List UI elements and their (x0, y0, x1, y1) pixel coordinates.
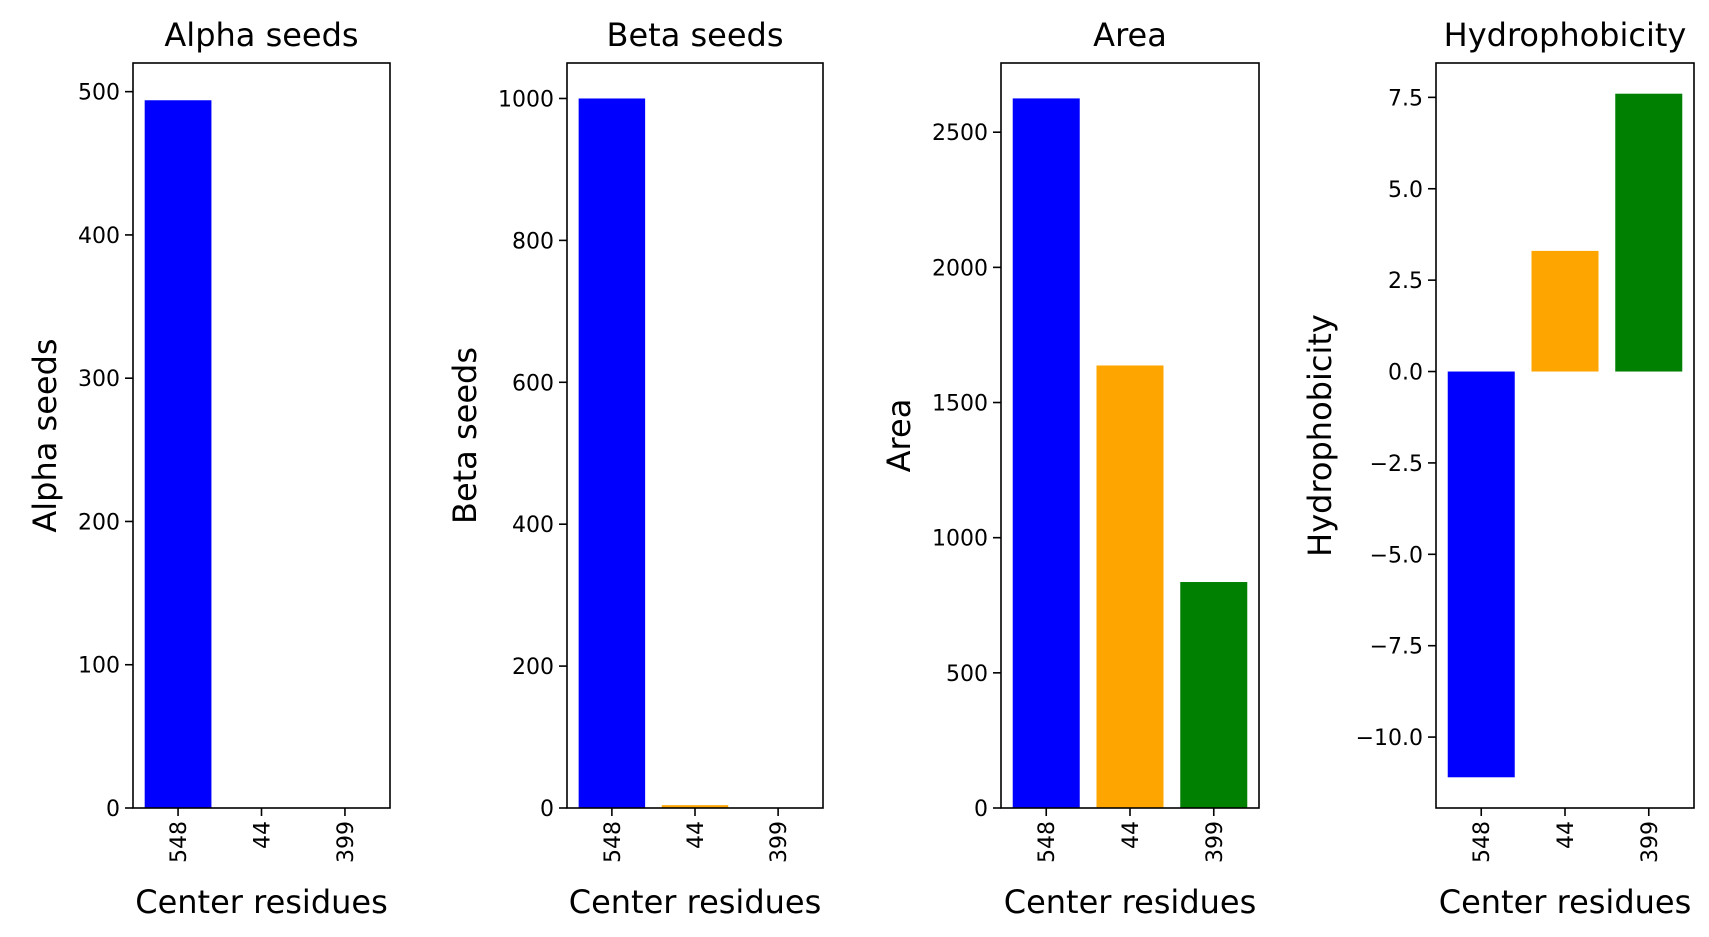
x-tick-label: 548 (167, 821, 192, 863)
y-axis-label: Area (880, 399, 918, 473)
x-axis-label: Center residues (569, 883, 822, 921)
chart-title: Alpha seeds (164, 16, 358, 54)
y-tick-label: 2.5 (1388, 269, 1423, 294)
x-tick-label: 44 (1554, 821, 1579, 849)
y-tick-label: 800 (512, 229, 554, 254)
y-tick-label: −5.0 (1370, 543, 1423, 568)
y-tick-label: 300 (78, 367, 120, 392)
y-tick-label: 1500 (932, 392, 988, 417)
bar-548 (1447, 371, 1515, 778)
x-axis-label: Center residues (135, 883, 388, 921)
bar-548 (144, 100, 212, 808)
chart-title: Beta seeds (607, 16, 784, 54)
y-tick-label: 0.0 (1388, 361, 1423, 386)
bar-548 (1012, 98, 1080, 809)
bar-399 (1615, 93, 1683, 372)
bar-399 (1180, 582, 1248, 808)
y-axis-label: Alpha seeds (26, 338, 64, 532)
y-tick-label: 5.0 (1388, 178, 1423, 203)
y-tick-label: 600 (512, 371, 554, 396)
x-tick-label: 399 (767, 821, 792, 863)
y-tick-label: 2500 (932, 121, 988, 146)
y-tick-label: 0 (540, 797, 554, 822)
y-tick-label: 500 (78, 81, 120, 106)
x-tick-label: 399 (1203, 821, 1228, 863)
chart-title: Hydrophobicity (1444, 16, 1687, 54)
chart-panel-4: −10.0 −7.5 −5.0 −2.5 0.0 2.5 5.0 7.5 548 44 399 Hyd… (1301, 16, 1695, 921)
y-tick-label: 200 (512, 655, 554, 680)
y-axis-label: Beta seeds (446, 347, 484, 524)
x-tick-label: 44 (251, 821, 276, 849)
x-tick-label: 399 (1638, 821, 1663, 863)
y-tick-label: 200 (78, 510, 120, 535)
x-tick-label: 548 (1470, 821, 1495, 863)
chart-panel-2: 0 200 400 600 800 1000 548 44 399 Beta seeds Cente… (446, 16, 824, 921)
bar-548 (578, 98, 646, 808)
y-tick-label: 7.5 (1388, 86, 1423, 111)
y-tick-label: 500 (946, 662, 988, 687)
chart-panel-1: 0 100 200 300 400 500 548 44 399 Alpha seeds Cente… (26, 16, 391, 921)
y-tick-label: 2000 (932, 256, 988, 281)
chart-title: Area (1093, 16, 1167, 54)
bar-44 (661, 805, 729, 808)
y-tick-label: 400 (512, 513, 554, 538)
x-tick-label: 548 (1035, 821, 1060, 863)
y-tick-label: 400 (78, 224, 120, 249)
y-tick-label: −2.5 (1370, 452, 1423, 477)
y-tick-label: 1000 (498, 87, 554, 112)
x-tick-label: 44 (1119, 821, 1144, 849)
bar-44 (1096, 365, 1164, 808)
x-tick-label: 44 (684, 821, 709, 849)
y-tick-label: −7.5 (1370, 635, 1423, 660)
x-axis-label: Center residues (1004, 883, 1257, 921)
bar-44 (1531, 250, 1599, 372)
x-axis-label: Center residues (1439, 883, 1692, 921)
y-axis-label: Hydrophobicity (1301, 314, 1339, 557)
y-tick-label: 0 (106, 797, 120, 822)
y-tick-label: 1000 (932, 527, 988, 552)
y-tick-label: 0 (974, 797, 988, 822)
y-tick-label: 100 (78, 654, 120, 679)
chart-panel-3: 0 500 1000 1500 2000 2500 548 44 399 Area Center r… (880, 16, 1260, 921)
x-tick-label: 548 (601, 821, 626, 863)
x-tick-label: 399 (334, 821, 359, 863)
y-tick-label: −10.0 (1356, 726, 1423, 751)
